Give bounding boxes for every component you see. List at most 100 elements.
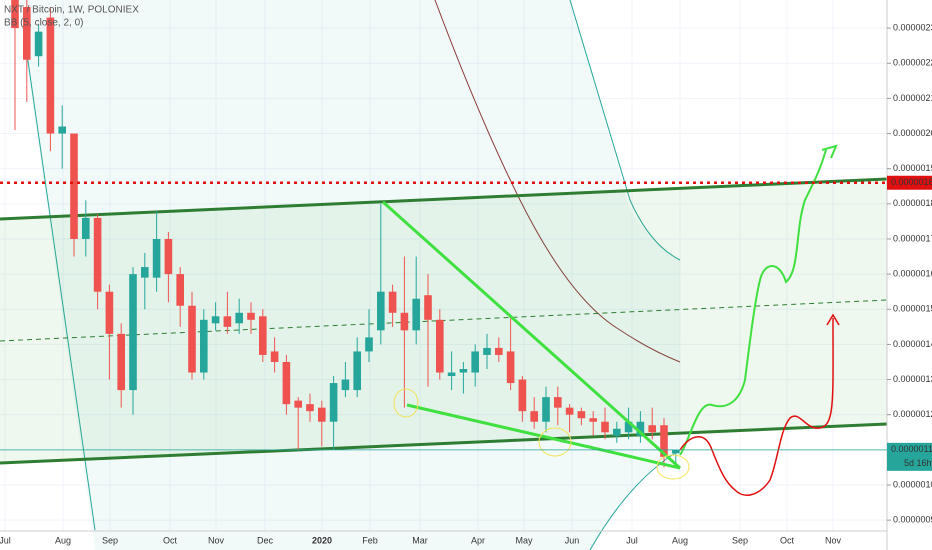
candle-body — [318, 407, 326, 422]
candle-body — [400, 312, 409, 331]
candle-body — [554, 397, 562, 408]
candle-body — [282, 361, 291, 405]
candle-body — [176, 274, 184, 306]
candle-body — [589, 418, 597, 422]
x-tick-label: May — [515, 535, 533, 545]
candle-body — [306, 404, 314, 412]
overlay: 0.00000186 0.00000110 5d 16h — [0, 175, 932, 471]
indicator-label: BB (5, close, 2, 0) — [4, 18, 83, 29]
candle-body — [506, 351, 515, 384]
x-tick-label: Nov — [208, 535, 225, 545]
candle-body — [613, 428, 621, 436]
countdown: 5d 16h — [904, 458, 932, 468]
candle-body — [565, 407, 574, 415]
y-tick-label: 0.00000100 — [893, 479, 932, 489]
candle-body — [672, 449, 680, 454]
chart-title: NXT / Bitcoin, 1W, POLONIEX — [4, 5, 139, 16]
y-tick-label: 0.00000170 — [893, 233, 932, 243]
candle-body — [70, 133, 78, 239]
candle-body — [235, 312, 243, 324]
candle-body — [46, 17, 55, 134]
y-tick-label: 0.00000120 — [893, 409, 932, 419]
projection-bullish — [679, 149, 827, 456]
candle-body — [329, 383, 338, 422]
axis: 0.00000090 0.00000100 0.00000110 0.00000120… — [0, 22, 932, 545]
bb-lower-line — [24, 39, 96, 531]
x-tick-label: Sep — [732, 535, 748, 545]
candle-body — [82, 217, 90, 239]
x-tick-label: Nov — [825, 535, 842, 545]
candle-body — [471, 351, 479, 373]
y-tick-label: 0.00000230 — [893, 22, 932, 32]
y-tick-label: 0.00000200 — [893, 128, 932, 138]
last-price-label: 0.00000110 — [891, 444, 932, 454]
arrow-head — [826, 313, 840, 326]
candle-body — [424, 295, 432, 320]
candle-body — [129, 274, 137, 391]
candle-body — [23, 7, 31, 60]
channel-top — [0, 177, 888, 221]
price-tag-label: 0.00000186 — [891, 177, 932, 187]
candle-body — [270, 351, 279, 362]
candle-body — [58, 126, 66, 134]
wedge-line — [406, 403, 681, 470]
x-tick-label: Aug — [55, 535, 71, 545]
candle-body — [388, 291, 397, 313]
candle-body — [188, 305, 196, 373]
candle-body — [377, 291, 385, 331]
y-tick-label: 0.00000210 — [893, 93, 932, 103]
candle-body — [353, 351, 361, 391]
candle-body — [152, 238, 161, 278]
candle-body — [34, 31, 43, 57]
x-tick-label: Oct — [163, 535, 178, 545]
candle-body — [200, 319, 208, 373]
x-tick-label: Jul — [0, 535, 11, 545]
candle-body — [141, 267, 149, 278]
y-tick-label: 0.00000090 — [893, 515, 932, 525]
x-tick-label: Jun — [565, 535, 580, 545]
candle-body — [601, 421, 609, 433]
candle-body — [294, 400, 302, 408]
candle-body — [247, 312, 255, 320]
bb-basis-line — [434, 0, 681, 363]
candle-body — [660, 425, 668, 457]
price-tag — [887, 175, 932, 190]
candle-body — [164, 238, 173, 275]
candle-body — [577, 411, 586, 419]
y-tick-label: 0.00000130 — [893, 374, 932, 384]
y-tick-label: 0.00000190 — [893, 163, 932, 173]
x-tick-label: Apr — [471, 535, 485, 545]
x-tick-label: Jul — [626, 535, 638, 545]
last-price-tag — [887, 442, 932, 471]
highlight-circle — [393, 388, 419, 418]
candle-body — [636, 421, 645, 436]
x-tick-label: Feb — [362, 535, 378, 545]
y-tick-label: 0.00000150 — [893, 304, 932, 314]
candle-body — [223, 316, 232, 327]
highlight-circle — [538, 427, 572, 457]
arrow-head — [821, 144, 838, 159]
y-tick-label: 0.00000160 — [893, 268, 932, 278]
candle-body — [365, 337, 373, 352]
x-tick-label: Mar — [412, 535, 428, 545]
y-tick-label: 0.00000220 — [893, 58, 932, 68]
candle-body — [648, 425, 656, 433]
channel-bottom — [0, 422, 888, 465]
wedge-line — [381, 200, 682, 470]
highlight-circle — [656, 454, 690, 480]
candle-body — [105, 291, 114, 334]
candle-body — [211, 316, 220, 324]
candles — [11, 0, 680, 468]
candle-body — [483, 347, 491, 355]
bb-upper-line — [569, 0, 681, 261]
candle-body — [495, 347, 503, 355]
candle-body — [341, 379, 350, 391]
bb-fill — [18, 0, 680, 550]
candle-body — [459, 369, 468, 373]
candle-body — [530, 411, 538, 422]
x-tick-label: 2020 — [312, 535, 332, 545]
candle-body — [117, 333, 125, 391]
candle-body — [518, 379, 527, 412]
